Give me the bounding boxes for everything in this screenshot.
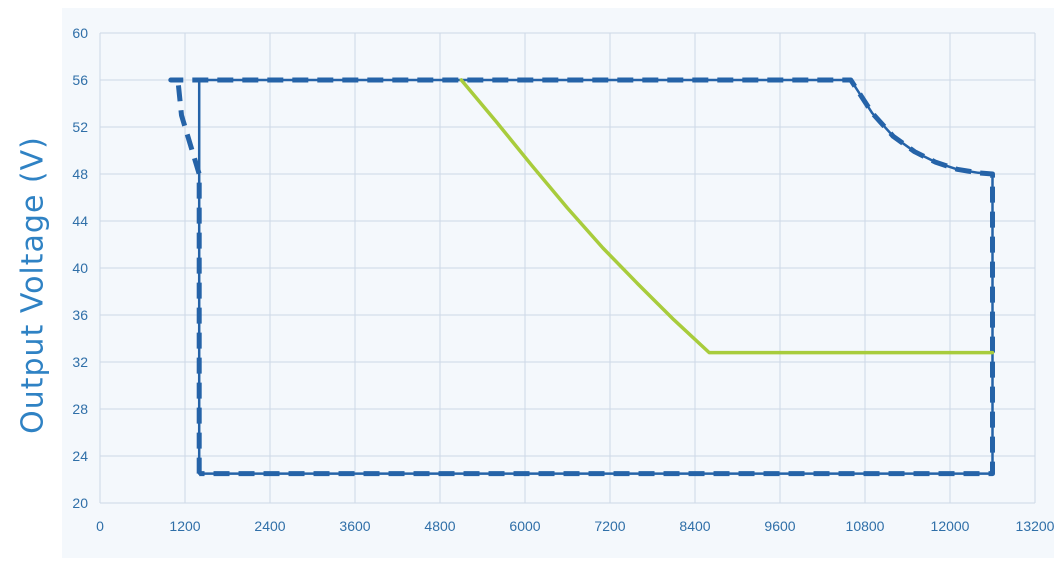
x-tick-label: 7200 <box>594 518 625 534</box>
y-tick-label: 56 <box>72 72 88 88</box>
tick-labels: 0 1200 2400 3600 4800 6000 7200 8400 9600 10800 12… <box>72 25 1054 534</box>
y-tick-label: 28 <box>72 401 88 417</box>
plot-background <box>62 8 1054 558</box>
y-tick-label: 24 <box>72 448 88 464</box>
x-tick-label: 13200 <box>1016 518 1055 534</box>
y-tick-label: 52 <box>72 119 88 135</box>
x-tick-label: 12000 <box>931 518 970 534</box>
y-tick-label: 44 <box>72 213 88 229</box>
x-tick-label: 1200 <box>169 518 200 534</box>
y-tick-label: 36 <box>72 307 88 323</box>
x-tick-label: 9600 <box>764 518 795 534</box>
y-tick-label: 48 <box>72 166 88 182</box>
x-tick-label: 3600 <box>339 518 370 534</box>
grid <box>99 32 1036 504</box>
y-tick-label: 60 <box>72 25 88 41</box>
y-tick-label: 40 <box>72 260 88 276</box>
x-tick-label: 10800 <box>846 518 885 534</box>
y-axis-label: Output Voltage (V) <box>16 136 51 434</box>
envelope-dashed-line <box>168 77 995 477</box>
green-curve-line <box>459 78 995 355</box>
x-tick-label: 6000 <box>509 518 540 534</box>
x-tick-label: 8400 <box>679 518 710 534</box>
y-tick-label: 32 <box>72 354 88 370</box>
x-tick-label: 4800 <box>424 518 455 534</box>
x-tick-label: 0 <box>96 518 104 534</box>
x-tick-label: 2400 <box>254 518 285 534</box>
series-group <box>168 77 995 477</box>
y-tick-label: 20 <box>72 495 88 511</box>
